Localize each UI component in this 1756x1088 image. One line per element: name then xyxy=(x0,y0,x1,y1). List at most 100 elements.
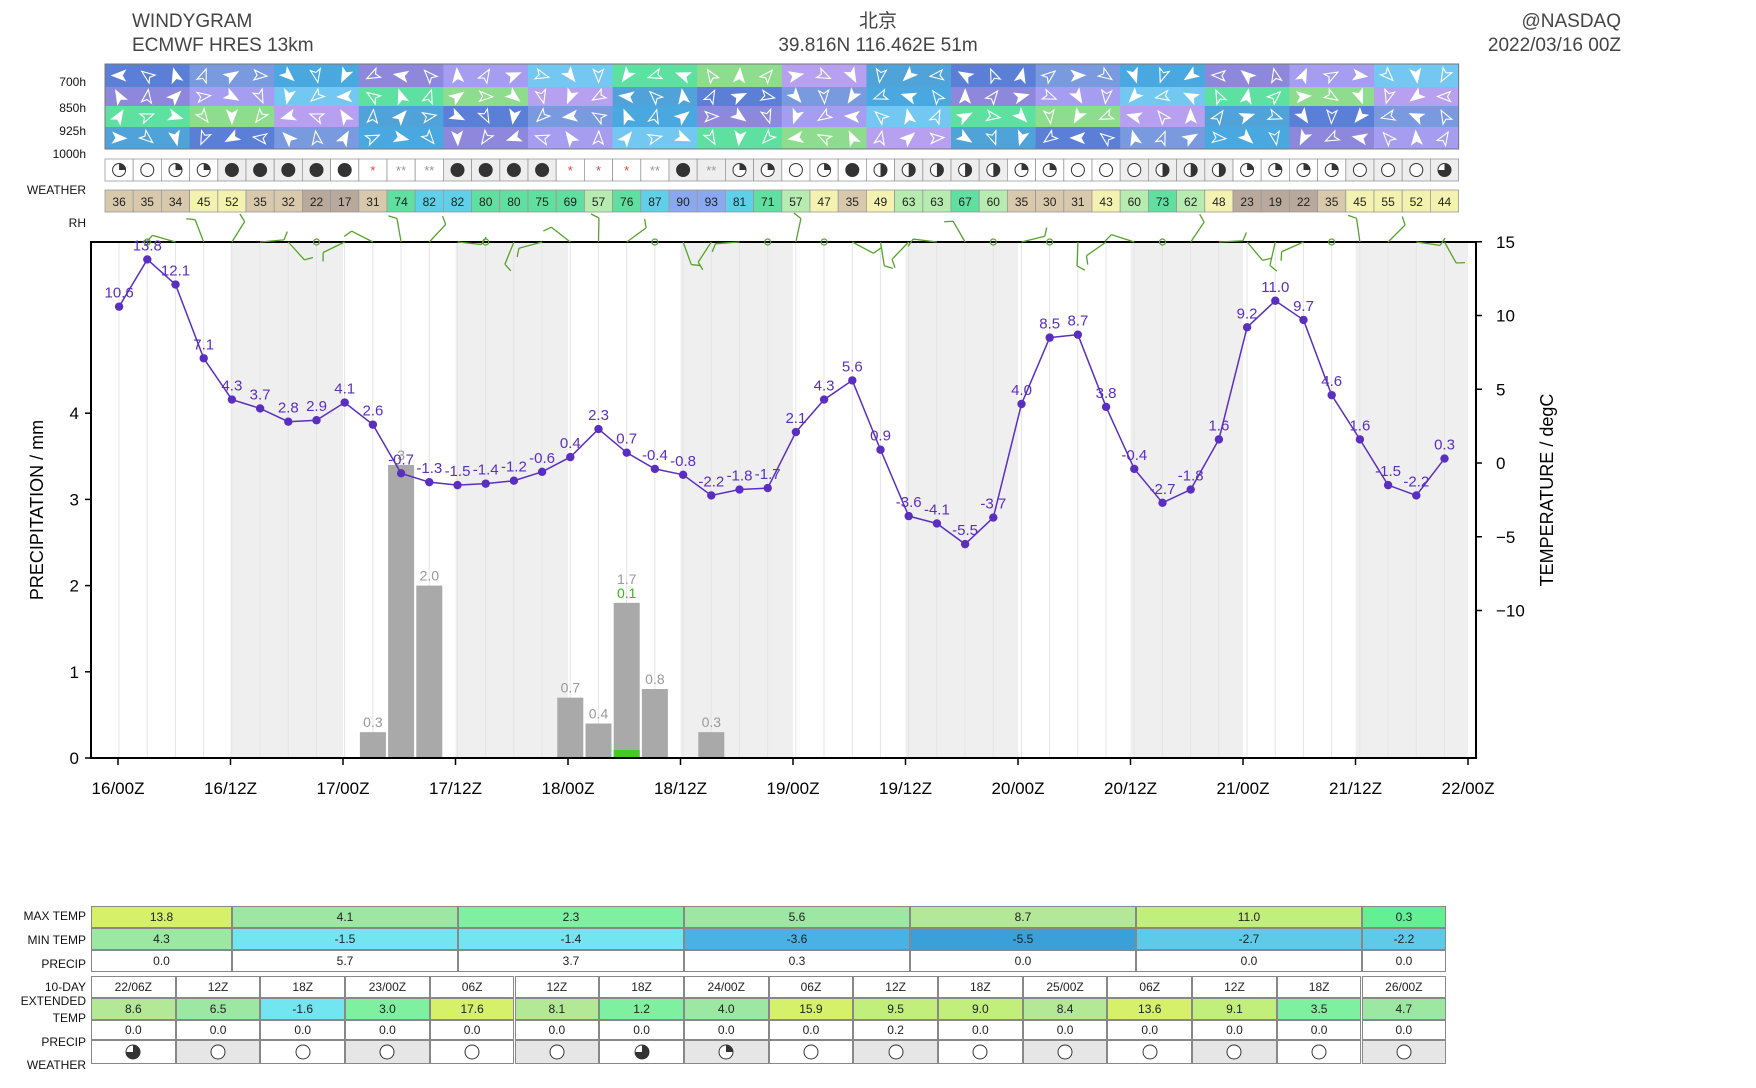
wind-arrow-icon xyxy=(787,71,805,83)
location-name: 北京 xyxy=(858,11,897,32)
wind-cell xyxy=(753,64,783,87)
wind-arrow-icon xyxy=(561,66,576,83)
temperature-label: 4.1 xyxy=(334,381,355,398)
snow-icon: ** xyxy=(706,163,716,178)
wind-cell xyxy=(979,87,1008,106)
extended-temp-cell: 9.1 xyxy=(1192,998,1277,1020)
precip-bar xyxy=(641,689,668,758)
cloud-cover-icon xyxy=(1070,163,1085,177)
wind-arrow-icon xyxy=(1126,66,1138,84)
wind-arrow-icon xyxy=(984,89,999,106)
wind-arrow-icon xyxy=(1238,112,1256,125)
wind-cell xyxy=(1035,127,1065,149)
rh-cell xyxy=(1430,189,1460,213)
temperature-point xyxy=(678,470,688,479)
temperature-point xyxy=(735,485,744,494)
temperature-point xyxy=(960,539,970,549)
wind-cell xyxy=(584,87,614,106)
wind-arrow-icon xyxy=(340,109,354,126)
wind-barb-icon xyxy=(851,241,882,254)
precip-label: 0.3 xyxy=(702,714,722,730)
temperature-point xyxy=(1327,390,1336,400)
wind-arrow-icon xyxy=(451,130,464,147)
wind-arrow-icon xyxy=(1073,107,1087,124)
wind-barb-icon xyxy=(504,241,515,272)
temperature-point xyxy=(1383,480,1393,490)
min-temp-cell: 4.3 xyxy=(91,928,232,950)
wind-arrow-icon xyxy=(1210,69,1227,82)
snow-icon: * xyxy=(370,163,375,178)
wind-arrow-icon xyxy=(504,72,522,84)
temperature-point xyxy=(537,467,547,477)
wind-cell xyxy=(1204,87,1234,106)
extended-label: 10-DAY EXTENDED xyxy=(20,980,86,1008)
wind-arrow-icon xyxy=(1435,130,1450,148)
max-temp-label: MAX TEMP xyxy=(23,909,86,923)
wind-arrow-icon xyxy=(252,68,269,81)
wind-cell xyxy=(584,106,614,127)
wind-arrow-icon xyxy=(592,129,605,146)
wind-arrow-icon xyxy=(448,107,466,121)
min-temp-cell: -1.5 xyxy=(232,928,458,950)
x-tick-label: 16/00Z xyxy=(92,779,145,798)
temperature-point xyxy=(594,424,603,434)
wind-arrow-icon xyxy=(340,66,354,84)
cloud-cover-icon xyxy=(1057,1044,1073,1060)
rh-value: 60 xyxy=(987,195,1001,209)
wind-cell xyxy=(246,64,275,87)
cloud-fill xyxy=(1438,163,1451,177)
extended-time-cell: 23/00Z xyxy=(345,976,430,998)
extended-temp-cell: 6.5 xyxy=(175,998,261,1020)
precip-cell: 0.0 xyxy=(1362,950,1446,972)
wind-arrow-icon xyxy=(759,107,772,125)
wind-arrow-icon xyxy=(419,128,435,145)
temperature-point xyxy=(368,420,378,429)
extended-temp-cell: 1.2 xyxy=(599,998,684,1020)
wind-arrow-icon xyxy=(786,87,802,103)
rh-value: 44 xyxy=(1438,195,1452,209)
location-coords: 39.816N 116.462E 51m xyxy=(778,35,978,56)
wind-arrow-icon xyxy=(309,67,322,84)
wind-cell xyxy=(922,127,952,149)
wind-arrow-icon xyxy=(1440,66,1454,83)
wind-arrow-icon xyxy=(222,70,240,85)
wind-cell xyxy=(471,127,501,149)
y-tick-label-left: 4 xyxy=(70,404,79,423)
wind-barb-icon xyxy=(388,215,402,243)
wind-arrow-icon xyxy=(171,67,184,85)
cloud-cover-icon xyxy=(1409,163,1424,177)
header-left: WINDYGRAM ECMWF HRES 13km xyxy=(132,10,314,58)
x-tick-label: 19/12Z xyxy=(879,779,932,798)
wind-cell xyxy=(415,106,444,127)
wind-arrow-icon xyxy=(335,130,349,148)
extended-precip-cell: 0.0 xyxy=(514,1020,600,1040)
temperature-label: -5.5 xyxy=(952,522,978,539)
wind-cell xyxy=(1430,64,1460,87)
precip-label: 0.3 xyxy=(363,714,383,730)
max-temp-cell: 2.3 xyxy=(458,906,684,928)
temperature-point xyxy=(255,404,265,413)
wind-arrow-icon xyxy=(1354,107,1370,124)
cloud-cover-icon xyxy=(281,163,296,177)
rh-value: 52 xyxy=(1410,195,1424,209)
y-axis-label-left: PRECIPITATION / mm xyxy=(27,420,47,600)
wind-cell xyxy=(471,64,501,87)
temperature-point xyxy=(284,417,293,426)
wind-arrow-icon xyxy=(1211,131,1228,144)
cloud-fill xyxy=(880,163,888,177)
wind-cell xyxy=(1148,64,1178,87)
wind-cell xyxy=(753,87,783,106)
rh-value: 19 xyxy=(1269,195,1283,209)
cloud-fill xyxy=(767,163,775,170)
temperature-label: 1.6 xyxy=(1349,417,1370,434)
wind-cell xyxy=(189,106,219,127)
rh-row-label: RH xyxy=(68,216,86,230)
wind-arrow-icon xyxy=(904,108,917,125)
wind-arrow-icon xyxy=(875,67,888,84)
level-label-925: 925h xyxy=(59,124,86,138)
temperature-point xyxy=(622,448,631,457)
temperature-label: -0.7 xyxy=(388,451,414,468)
extended-time-cell: 06Z xyxy=(429,976,515,998)
wind-cell xyxy=(246,127,275,149)
wind-arrow-icon xyxy=(847,87,862,104)
